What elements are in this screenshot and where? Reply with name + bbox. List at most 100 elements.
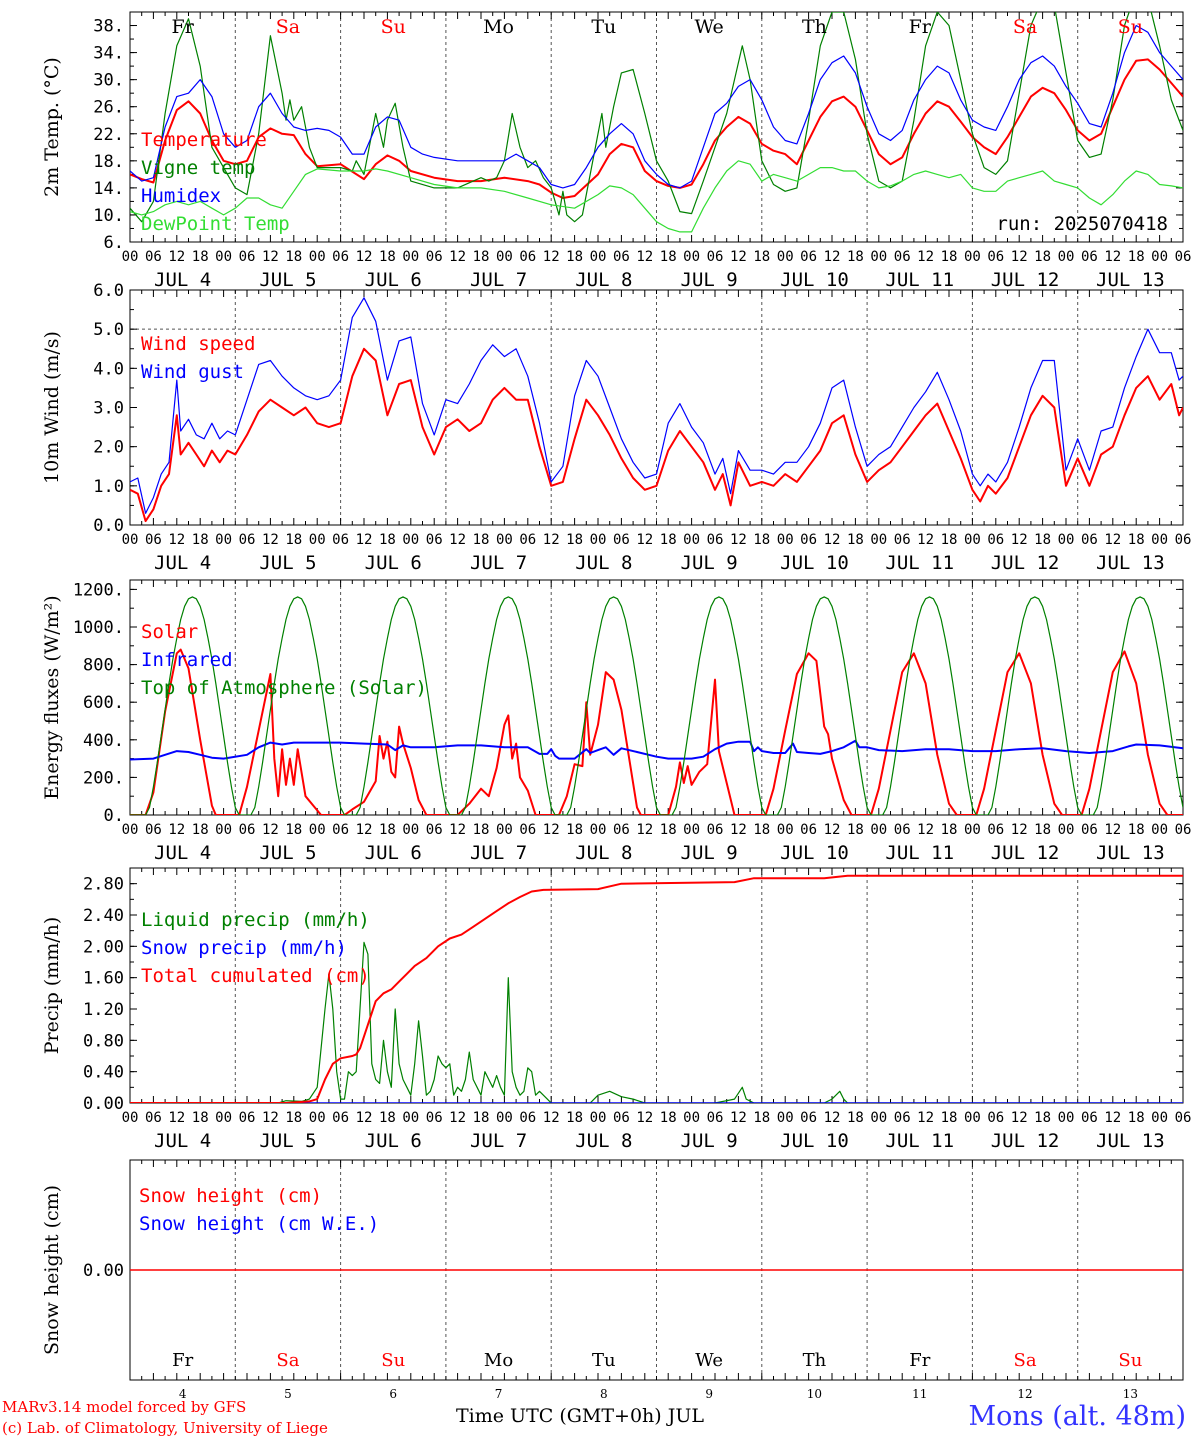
series-line-wind-speed: [130, 347, 1183, 523]
hour-label: 12: [543, 1110, 560, 1126]
hour-label: 12: [1104, 822, 1121, 838]
hour-label: 12: [543, 822, 560, 838]
hour-label: 12: [1011, 249, 1028, 265]
hour-label: 00: [496, 822, 513, 838]
hour-label: 06: [987, 822, 1004, 838]
series-line-vigne-temp: [130, 12, 1183, 223]
hour-label: 12: [824, 1110, 841, 1126]
legend-entry: Top of Atmosphere (Solar): [141, 677, 427, 699]
y-tick-label: 1200.: [73, 580, 124, 600]
y-tick-label: 38.: [93, 17, 124, 37]
date-label: JUL 13: [1096, 1130, 1165, 1152]
hour-label: 00: [1058, 1110, 1075, 1126]
y-tick-label: 1.0: [93, 477, 124, 497]
y-tick-label: 1.20: [83, 1000, 124, 1020]
panel-2: 0.0 1.0 2.0 3.0 4.0 5.0 6.0 10m Wind (m/s) Wind …: [41, 281, 1191, 574]
hour-label: 06: [519, 249, 536, 265]
hour-label: 18: [941, 822, 958, 838]
hour-label: 00: [870, 249, 887, 265]
hour-label: 06: [239, 532, 256, 548]
day-number: 10: [807, 1387, 822, 1401]
hour-label: 18: [566, 822, 583, 838]
hour-label: 00: [402, 822, 419, 838]
day-number: 6: [389, 1387, 397, 1401]
date-label: JUL 13: [1096, 269, 1165, 291]
date-label: JUL 11: [885, 552, 954, 574]
hour-label: 12: [449, 822, 466, 838]
hour-label: 18: [1128, 822, 1145, 838]
hour-label: 18: [379, 822, 396, 838]
date-label: JUL 11: [885, 1130, 954, 1152]
hour-label: 06: [332, 822, 349, 838]
credit-lab: (c) Lab. of Climatology, University of L…: [2, 1419, 328, 1437]
hour-label: 12: [262, 532, 279, 548]
legend-entry: Solar: [141, 621, 198, 643]
date-label: JUL 7: [470, 842, 527, 864]
hour-label: 12: [168, 532, 185, 548]
hour-label: 18: [660, 249, 677, 265]
hour-label: 06: [239, 249, 256, 265]
legend-entry: Snow height (cm): [139, 1185, 322, 1207]
weekday-label: Su: [1118, 16, 1143, 38]
hour-label: 06: [894, 1110, 911, 1126]
weekday-label: Tu: [592, 1350, 616, 1371]
hour-label: 00: [590, 249, 607, 265]
series-line-temperature: [130, 58, 1183, 199]
y-tick-label: 2.40: [83, 906, 124, 926]
hour-label: 06: [707, 532, 724, 548]
hour-label: 18: [1034, 1110, 1051, 1126]
hour-label: 00: [309, 249, 326, 265]
y-tick-label: 26.: [93, 98, 124, 118]
series-group: [130, 596, 1183, 815]
hour-label: 12: [356, 249, 373, 265]
date-label: JUL 4: [154, 269, 211, 291]
hour-label: 12: [543, 249, 560, 265]
hour-label: 06: [987, 532, 1004, 548]
y-tick-label: 2.0: [93, 438, 124, 458]
hour-label: 12: [168, 1110, 185, 1126]
date-label: JUL 9: [681, 842, 738, 864]
hour-label: 18: [566, 1110, 583, 1126]
hour-label: 00: [964, 1110, 981, 1126]
date-label: JUL 7: [470, 552, 527, 574]
date-label: JUL 9: [681, 552, 738, 574]
date-label: JUL 11: [885, 269, 954, 291]
day-number: 7: [495, 1387, 503, 1401]
hour-label: 18: [847, 532, 864, 548]
date-label: JUL 7: [470, 1130, 527, 1152]
hour-label: 18: [285, 532, 302, 548]
hour-label: 12: [356, 532, 373, 548]
day-number: 12: [1017, 1387, 1032, 1401]
hour-label: 18: [473, 532, 490, 548]
hour-label: 00: [122, 532, 139, 548]
y-tick-label: 30.: [93, 71, 124, 91]
hour-label: 12: [730, 532, 747, 548]
series-line-total-cumulated-cm-: [130, 874, 1183, 1103]
hour-label: 06: [332, 1110, 349, 1126]
y-axis-title: 2m Temp. (°C): [41, 57, 63, 197]
hour-label: 06: [707, 822, 724, 838]
y-tick-label: 2.80: [83, 875, 124, 895]
panel-1: 6. 10. 14. 18. 22. 26. 30. 34. 38. 2m Temp. (°C) T…: [41, 11, 1191, 291]
y-tick-label: 0.: [104, 806, 124, 826]
hour-label: 18: [941, 532, 958, 548]
hour-label: 06: [519, 822, 536, 838]
series-line-solar: [130, 648, 1183, 815]
weekday-label: Sa: [276, 16, 300, 38]
hour-label: 18: [1128, 249, 1145, 265]
hour-label: 06: [613, 1110, 630, 1126]
station-name: Mons (alt. 48m): [968, 1401, 1186, 1432]
legend-entry: Vigne temp: [141, 157, 255, 179]
hour-label: 00: [1151, 1110, 1168, 1126]
hour-label: 12: [824, 249, 841, 265]
hour-label: 06: [519, 532, 536, 548]
hour-label: 18: [753, 249, 770, 265]
hour-label: 06: [145, 822, 162, 838]
hour-label: 00: [122, 822, 139, 838]
series-line-wind-gust: [130, 297, 1183, 514]
y-tick-label: 0.00: [83, 1094, 124, 1114]
date-label: JUL 5: [259, 552, 316, 574]
hour-label: 06: [239, 1110, 256, 1126]
series-line-dewpoint-temp: [130, 160, 1183, 233]
hour-label: 00: [683, 1110, 700, 1126]
